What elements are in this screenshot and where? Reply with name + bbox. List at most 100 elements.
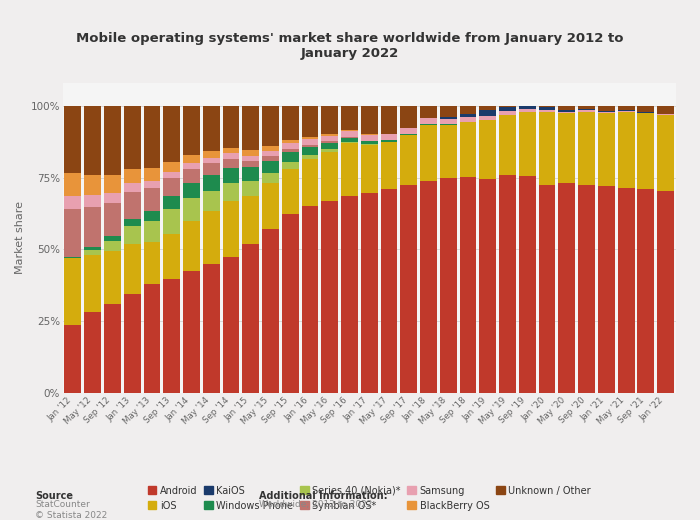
Bar [420,106,437,119]
Bar [381,142,398,189]
Bar [302,206,318,393]
Bar [321,136,338,141]
Bar [104,192,121,203]
Bar [203,106,220,150]
Bar [420,119,437,124]
Bar [104,175,121,192]
Bar [104,236,121,241]
Bar [617,110,634,111]
Bar [242,106,259,150]
Bar [598,186,615,393]
Bar [499,111,516,115]
Bar [183,106,200,155]
Bar [559,113,575,184]
Bar [440,118,456,119]
Bar [420,125,437,180]
Bar [84,250,101,254]
Bar [124,192,141,219]
Bar [539,106,556,107]
Bar [203,191,220,211]
Bar [400,134,417,135]
Bar [282,144,299,149]
Bar [242,181,259,196]
Bar [124,244,141,294]
Bar [144,242,160,284]
Bar [420,180,437,393]
Bar [302,137,318,139]
Bar [302,159,318,206]
Bar [183,163,200,169]
Y-axis label: Market share: Market share [15,201,25,275]
Bar [440,119,456,124]
Text: Mobile operating systems' market share worldwide from January 2012 to
January 20: Mobile operating systems' market share w… [76,32,624,60]
Bar [400,135,417,185]
Bar [223,106,239,148]
Bar [519,176,536,393]
Bar [104,304,121,393]
Bar [321,143,338,149]
Bar [144,180,160,188]
Bar [321,141,338,143]
Bar [282,152,299,162]
Bar [223,159,239,168]
Bar [480,179,496,393]
Bar [539,185,556,393]
Bar [203,211,220,264]
Bar [440,178,456,393]
Bar [203,150,220,158]
Bar [440,125,456,178]
Bar [262,150,279,156]
Bar [104,203,121,236]
Bar [617,188,634,393]
Bar [64,326,81,393]
Bar [242,167,259,181]
Bar [361,141,377,144]
Bar [183,220,200,271]
Bar [64,174,81,197]
Bar [341,142,358,144]
Bar [499,107,516,111]
Bar [420,124,437,125]
Bar [341,197,358,393]
Bar [381,189,398,393]
Bar [64,106,81,174]
Bar [203,158,220,163]
Bar [183,155,200,163]
Legend: Android, iOS, KaiOS, Windows Phone, Series 40 (Nokia)*, Symbian OS*, Samsung, Bl: Android, iOS, KaiOS, Windows Phone, Seri… [148,486,591,511]
Bar [638,106,655,112]
Bar [302,155,318,159]
Bar [84,312,101,393]
Bar [440,106,456,118]
Bar [144,211,160,220]
Bar [460,122,477,177]
Bar [381,140,398,141]
Bar [341,138,358,142]
Bar [262,161,279,174]
Text: Worldwide; 2012 to 2022: Worldwide; 2012 to 2022 [259,500,372,509]
Bar [163,106,180,162]
Bar [381,134,398,140]
Bar [302,147,318,155]
Bar [203,264,220,393]
Bar [638,112,655,113]
Bar [617,111,634,112]
Bar [262,156,279,161]
Bar [282,140,299,144]
Bar [657,106,674,114]
Bar [598,106,615,111]
Bar [144,168,160,180]
Bar [223,201,239,256]
Bar [400,106,417,128]
Bar [499,175,516,393]
Bar [84,195,101,206]
Bar [499,106,516,107]
Bar [559,106,575,110]
Bar [124,226,141,244]
Bar [203,175,220,191]
Bar [242,196,259,244]
Bar [84,106,101,175]
Bar [104,106,121,175]
Bar [480,116,496,121]
Bar [499,115,516,175]
Bar [539,112,556,185]
